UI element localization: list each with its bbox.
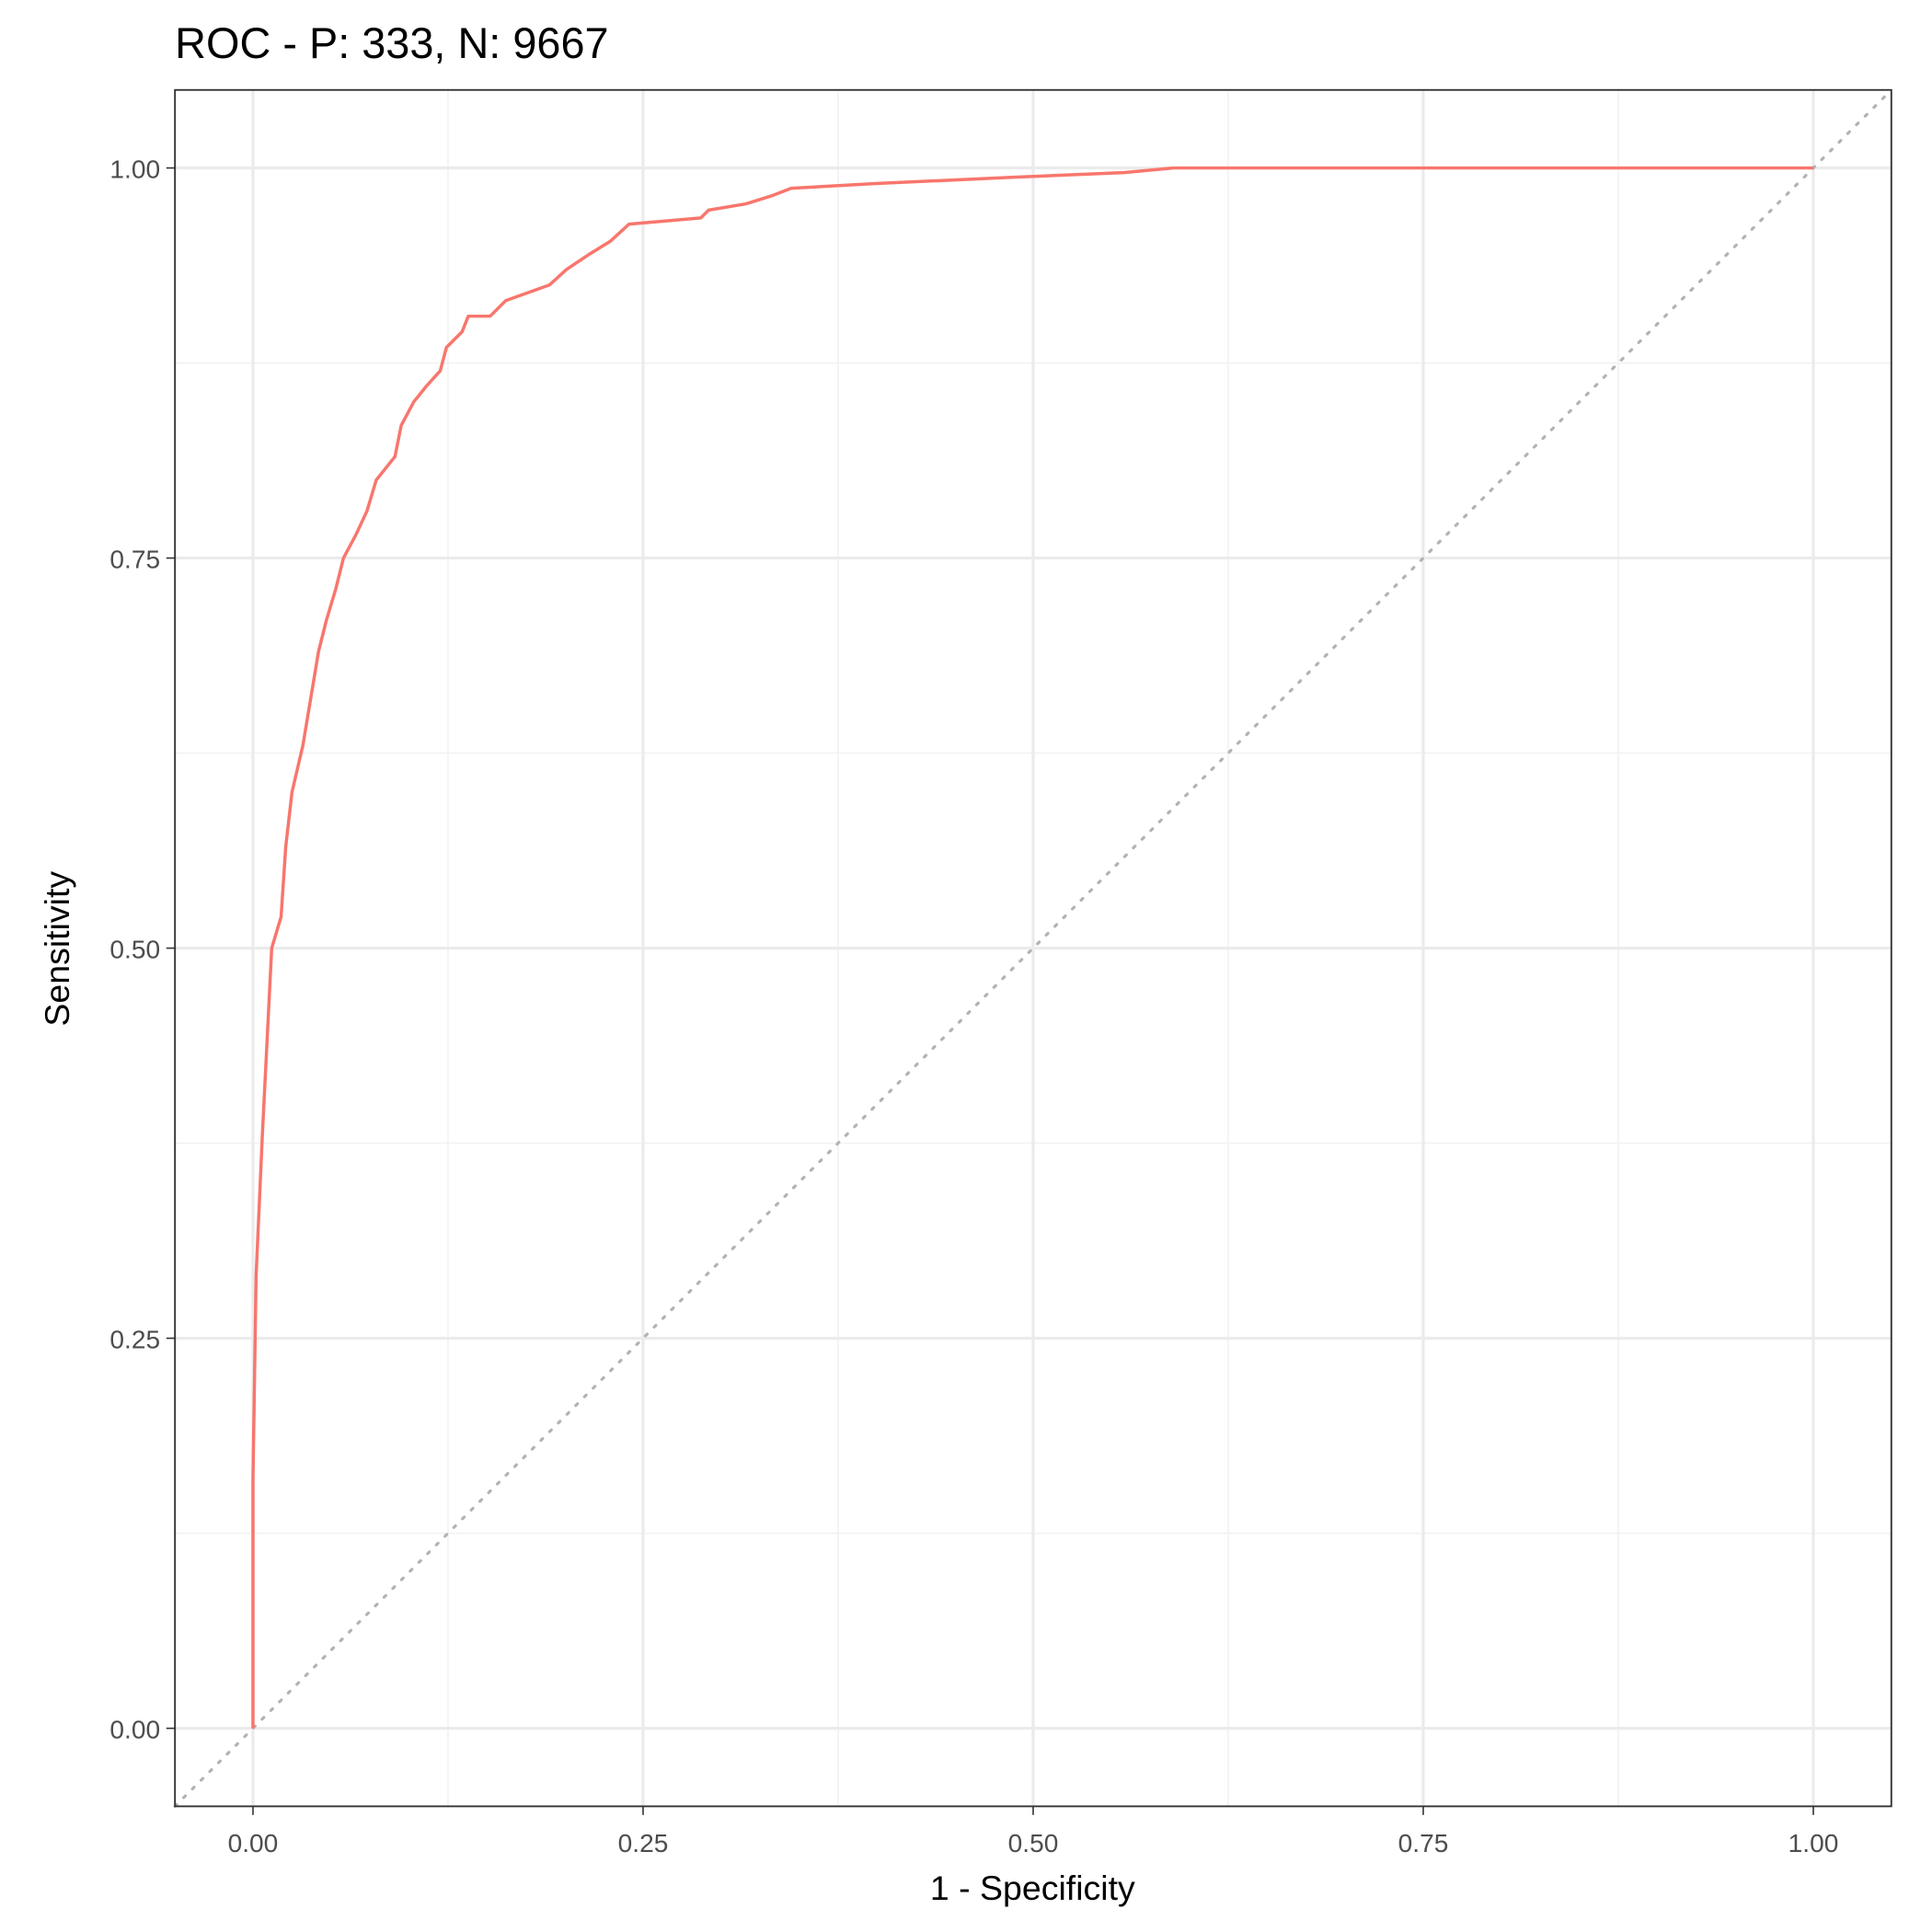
- reference-diagonal: [173, 88, 1893, 1808]
- y-tick-label: 0.50: [109, 935, 160, 963]
- y-tick-label: 0.25: [109, 1325, 160, 1353]
- y-axis-label: Sensitivity: [38, 871, 76, 1027]
- x-axis-label: 1 - Specificity: [930, 1869, 1135, 1907]
- y-tick-label: 0.00: [109, 1715, 160, 1743]
- x-tick-label: 0.75: [1398, 1829, 1449, 1857]
- x-tick-label: 0.25: [618, 1829, 669, 1857]
- y-tick-label: 1.00: [109, 155, 160, 183]
- roc-curve: [251, 166, 1814, 1729]
- x-tick-label: 0.00: [228, 1829, 279, 1857]
- panel-border: [174, 88, 1892, 1808]
- x-tick-label: 1.00: [1788, 1829, 1839, 1857]
- y-tick-label: 0.75: [109, 545, 160, 573]
- chart-title: ROC - P: 333, N: 9667: [175, 19, 608, 67]
- x-tick-label: 0.50: [1008, 1829, 1059, 1857]
